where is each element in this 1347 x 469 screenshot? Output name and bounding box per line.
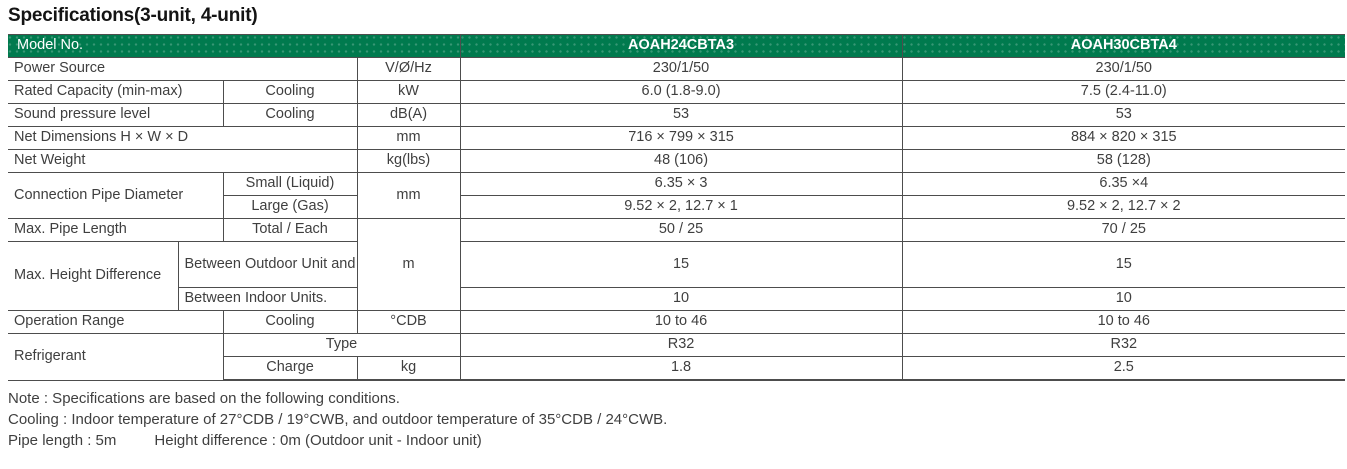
row-pipe-small: Connection Pipe Diameter Small (Liquid) … — [8, 172, 1346, 219]
row-net-dimensions: Net Dimensions H × W × D mm 716 × 799 × … — [8, 126, 1346, 150]
spec-sublabel: Cooling — [222, 80, 358, 104]
spec-value-model2: 53 — [901, 103, 1346, 127]
table-header-row: Model No. AOAH24CBTA3 AOAH30CBTA4 — [8, 34, 1346, 58]
spec-value-model2: 6.35 ×4 — [901, 172, 1346, 196]
spec-value-model2: R32 — [901, 333, 1346, 357]
spec-value-model2: 230/1/50 — [901, 57, 1346, 81]
spec-unit: mm — [356, 126, 461, 150]
spec-value-model2: 10 to 46 — [901, 310, 1346, 334]
spec-label: Max. Pipe Length — [8, 218, 224, 242]
spec-value-model1: 6.35 × 3 — [459, 172, 903, 196]
model-1-header: AOAH24CBTA3 — [459, 34, 903, 58]
spec-value-model1: 48 (106) — [459, 149, 903, 173]
spec-value-model1: 6.0 (1.8-9.0) — [459, 80, 903, 104]
spec-sublabel: Large (Gas) — [223, 195, 358, 219]
spec-label: Rated Capacity (min-max) — [8, 80, 224, 104]
spec-label: Max. Height Difference — [8, 241, 179, 311]
spec-unit: V/Ø/Hz — [356, 57, 461, 81]
spec-label: Power Source — [8, 57, 358, 81]
spec-value-model1: 9.52 × 2, 12.7 × 1 — [459, 195, 903, 219]
spec-label: Connection Pipe Diameter — [8, 172, 224, 219]
spec-sublabel: Total / Each — [222, 218, 358, 242]
row-refrigerant-type: Refrigerant Type R32 R32 — [8, 333, 1346, 381]
spec-value-model1: 50 / 25 — [459, 218, 903, 242]
spec-sublabel: Cooling — [222, 103, 358, 127]
spec-unit: m — [356, 218, 461, 311]
spec-unit: kg — [356, 356, 461, 381]
spec-value-model2: 58 (128) — [901, 149, 1346, 173]
spec-value-model1: 10 to 46 — [459, 310, 903, 334]
row-rated-capacity: Rated Capacity (min-max) Cooling kW 6.0 … — [8, 80, 1346, 104]
spec-sublabel: Between Outdoor Unit and Each Indoor Uni… — [177, 241, 358, 288]
spec-value-model1: 15 — [459, 241, 903, 288]
spec-unit: mm — [356, 172, 461, 219]
spec-label: Refrigerant — [8, 333, 224, 381]
note-pipe-height: Pipe length : 5m Height difference : 0m (… — [8, 430, 1347, 451]
spec-unit: kg(lbs) — [356, 149, 461, 173]
model-no-header: Model No. — [8, 34, 461, 58]
spec-sublabel: Between Indoor Units. — [178, 287, 358, 311]
spec-value-model1: 10 — [459, 287, 903, 311]
row-height-indoor: Between Indoor Units. 10 10 — [8, 287, 1346, 311]
spec-value-model1: 230/1/50 — [459, 57, 903, 81]
spec-label: Sound pressure level — [8, 103, 224, 127]
note-cooling: Cooling : Indoor temperature of 27°CDB /… — [8, 411, 668, 428]
spec-value-model1: 716 × 799 × 315 — [459, 126, 903, 150]
spec-value-model2: 7.5 (2.4-11.0) — [901, 80, 1346, 104]
spec-unit: kW — [356, 80, 461, 104]
spec-value-model2: 884 × 820 × 315 — [901, 126, 1346, 150]
spec-value-model2: 9.52 × 2, 12.7 × 2 — [901, 195, 1346, 219]
spec-sublabel: Cooling — [222, 310, 358, 334]
row-net-weight: Net Weight kg(lbs) 48 (106) 58 (128) — [8, 149, 1346, 173]
spec-sublabel: Charge — [223, 356, 358, 381]
note-pipe-length: Pipe length : 5m — [8, 432, 117, 449]
spec-value-model1: 53 — [459, 103, 903, 127]
footnotes: Note : Specifications are based on the f… — [8, 388, 1347, 451]
spec-value-model2: 15 — [901, 241, 1346, 288]
spec-unit: dB(A) — [356, 103, 461, 127]
row-sound-pressure: Sound pressure level Cooling dB(A) 53 53 — [8, 103, 1346, 127]
spec-value-model1: R32 — [459, 333, 903, 357]
row-height-outdoor: Max. Height Difference Between Outdoor U… — [8, 241, 1346, 311]
row-refrigerant-charge: Charge kg 1.8 2.5 — [8, 356, 1346, 381]
spec-value-model2: 70 / 25 — [901, 218, 1346, 242]
specifications-table: Model No. AOAH24CBTA3 AOAH30CBTA4 Power … — [8, 34, 1346, 381]
spec-sublabel: Type — [222, 333, 461, 357]
page-title: Specifications(3-unit, 4-unit) — [8, 5, 258, 26]
spec-sublabel: Small (Liquid) — [222, 172, 358, 196]
spec-unit: °CDB — [356, 310, 461, 334]
spec-value-model2: 10 — [901, 287, 1346, 311]
row-pipe-large: Large (Gas) 9.52 × 2, 12.7 × 1 9.52 × 2,… — [8, 195, 1346, 219]
spec-label: Operation Range — [8, 310, 224, 334]
row-max-pipe-length: Max. Pipe Length Total / Each m 50 / 25 … — [8, 218, 1346, 311]
note-conditions: Note : Specifications are based on the f… — [8, 390, 400, 407]
note-height-difference: Height difference : 0m (Outdoor unit - I… — [154, 432, 482, 449]
spec-value-model2: 2.5 — [901, 356, 1346, 381]
row-power-source: Power Source V/Ø/Hz 230/1/50 230/1/50 — [8, 57, 1346, 81]
spec-label: Net Weight — [8, 149, 358, 173]
model-2-header: AOAH30CBTA4 — [901, 34, 1346, 58]
spec-label: Net Dimensions H × W × D — [8, 126, 358, 150]
row-operation-range: Operation Range Cooling °CDB 10 to 46 10… — [8, 310, 1346, 334]
spec-value-model1: 1.8 — [459, 356, 903, 381]
